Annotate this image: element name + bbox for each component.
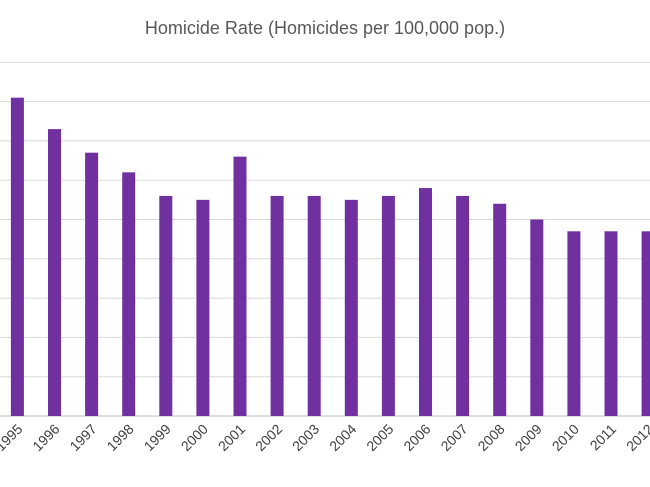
bar-2001: [233, 156, 247, 416]
x-tick-label: 2011: [587, 421, 620, 454]
bar-2006: [419, 188, 432, 416]
x-tick-label: 2012: [623, 421, 650, 454]
x-tick-label: 2010: [549, 421, 582, 454]
bar-1996: [48, 129, 61, 417]
x-tick-label: 2002: [252, 421, 285, 454]
x-tick-label: 2005: [363, 421, 396, 454]
x-tick-label: 2001: [215, 421, 248, 454]
bar-2007: [456, 195, 470, 416]
bar-2009: [530, 219, 544, 416]
x-tick-label: 1995: [0, 421, 26, 454]
x-tick-label: 1996: [29, 421, 62, 454]
x-tick-label: 2008: [474, 421, 507, 454]
chart-title: Homicide Rate (Homicides per 100,000 pop…: [144, 18, 506, 38]
bar-1995: [10, 97, 24, 417]
bar-2003: [307, 195, 321, 416]
x-tick-label: 2009: [512, 421, 545, 454]
bar-2008: [493, 203, 507, 416]
bar-2002: [270, 195, 284, 416]
bar-1999: [159, 195, 173, 416]
x-tick-label: 2000: [178, 421, 211, 454]
x-tick-label: 1998: [103, 421, 136, 454]
x-tick-label: 2006: [400, 421, 433, 454]
x-tick-label: 2007: [437, 421, 470, 454]
bar-2004: [344, 199, 358, 416]
bar-2012: [641, 231, 650, 416]
x-tick-label: 1997: [66, 421, 99, 454]
bar-2005: [381, 195, 395, 416]
x-tick-label: 2004: [326, 421, 359, 454]
bar-1998: [122, 172, 136, 416]
bar-2000: [196, 199, 210, 416]
bar-2010: [567, 231, 581, 416]
bar-2011: [604, 231, 618, 416]
x-tick-label: 1999: [141, 421, 174, 454]
bar-1997: [85, 152, 99, 416]
x-tick-label: 2003: [289, 421, 322, 454]
